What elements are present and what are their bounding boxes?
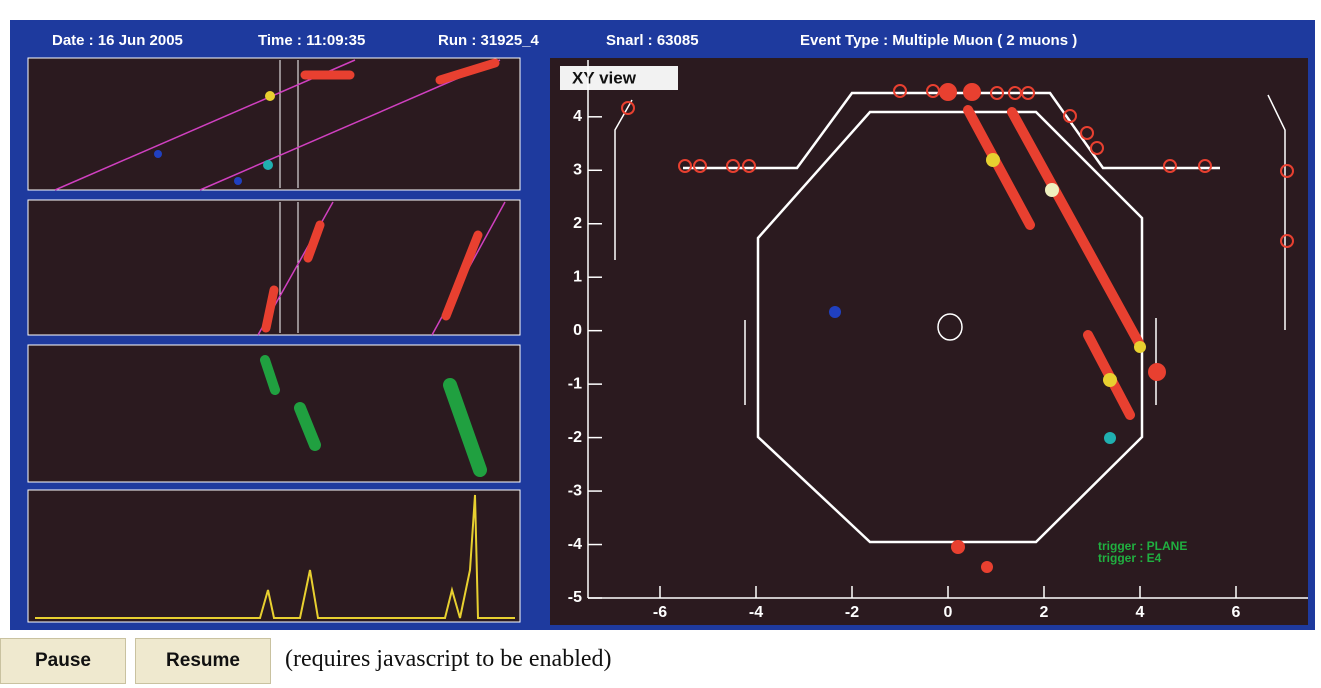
hit	[981, 561, 993, 573]
y-tick-label: 1	[573, 268, 582, 285]
x-tick-label: 2	[1040, 604, 1049, 621]
note: (requires javascript to be enabled)	[285, 646, 612, 673]
hit	[829, 306, 841, 318]
x-tick-label: -2	[845, 604, 859, 621]
hit	[951, 540, 965, 554]
hit	[1104, 432, 1116, 444]
date: Date : 16 Jun 2005	[52, 32, 183, 49]
time: Time : 11:09:35	[258, 32, 365, 49]
trigger: trigger : E4	[1098, 551, 1162, 565]
hit	[1148, 363, 1166, 381]
run: Run : 31925_4	[438, 32, 540, 49]
hit	[234, 177, 242, 185]
y-tick-label: -3	[568, 482, 582, 499]
y-tick-label: -4	[568, 536, 582, 553]
y-tick-label: 3	[573, 161, 582, 178]
y-tick-label: 4	[573, 108, 582, 125]
y-tick-label: -5	[568, 589, 582, 606]
snarl: Snarl : 63085	[606, 32, 699, 49]
panel	[28, 345, 520, 482]
y-tick-label: 2	[573, 215, 582, 232]
y-tick-label: -2	[568, 429, 582, 446]
hit	[986, 153, 1000, 167]
y-tick-label: -1	[568, 375, 582, 392]
panel	[28, 490, 520, 622]
x-tick-label: 6	[1232, 604, 1241, 621]
event-display: Date : 16 Jun 2005 Time : 11:09:35 Run :…	[0, 0, 1321, 632]
x-tick-label: 4	[1136, 604, 1145, 621]
event-type: Event Type : Multiple Muon ( 2 muons )	[800, 32, 1077, 49]
hit	[1103, 373, 1117, 387]
hit	[263, 160, 273, 170]
x-tick-label: -6	[653, 604, 667, 621]
xy-panel	[550, 58, 1308, 625]
hit	[1134, 341, 1146, 353]
hit	[154, 150, 162, 158]
x-tick-label: -4	[749, 604, 763, 621]
hit	[1045, 183, 1059, 197]
hit	[963, 83, 981, 101]
page: Date : 16 Jun 2005 Time : 11:09:35 Run :…	[0, 0, 1321, 688]
y-tick-label: 0	[573, 322, 582, 339]
hit	[265, 91, 275, 101]
pause-button[interactable]: Pause	[0, 638, 126, 684]
xy-title: XY view	[572, 68, 637, 87]
resume-button[interactable]: Resume	[135, 638, 271, 684]
hit	[939, 83, 957, 101]
x-tick-label: 0	[944, 604, 953, 621]
